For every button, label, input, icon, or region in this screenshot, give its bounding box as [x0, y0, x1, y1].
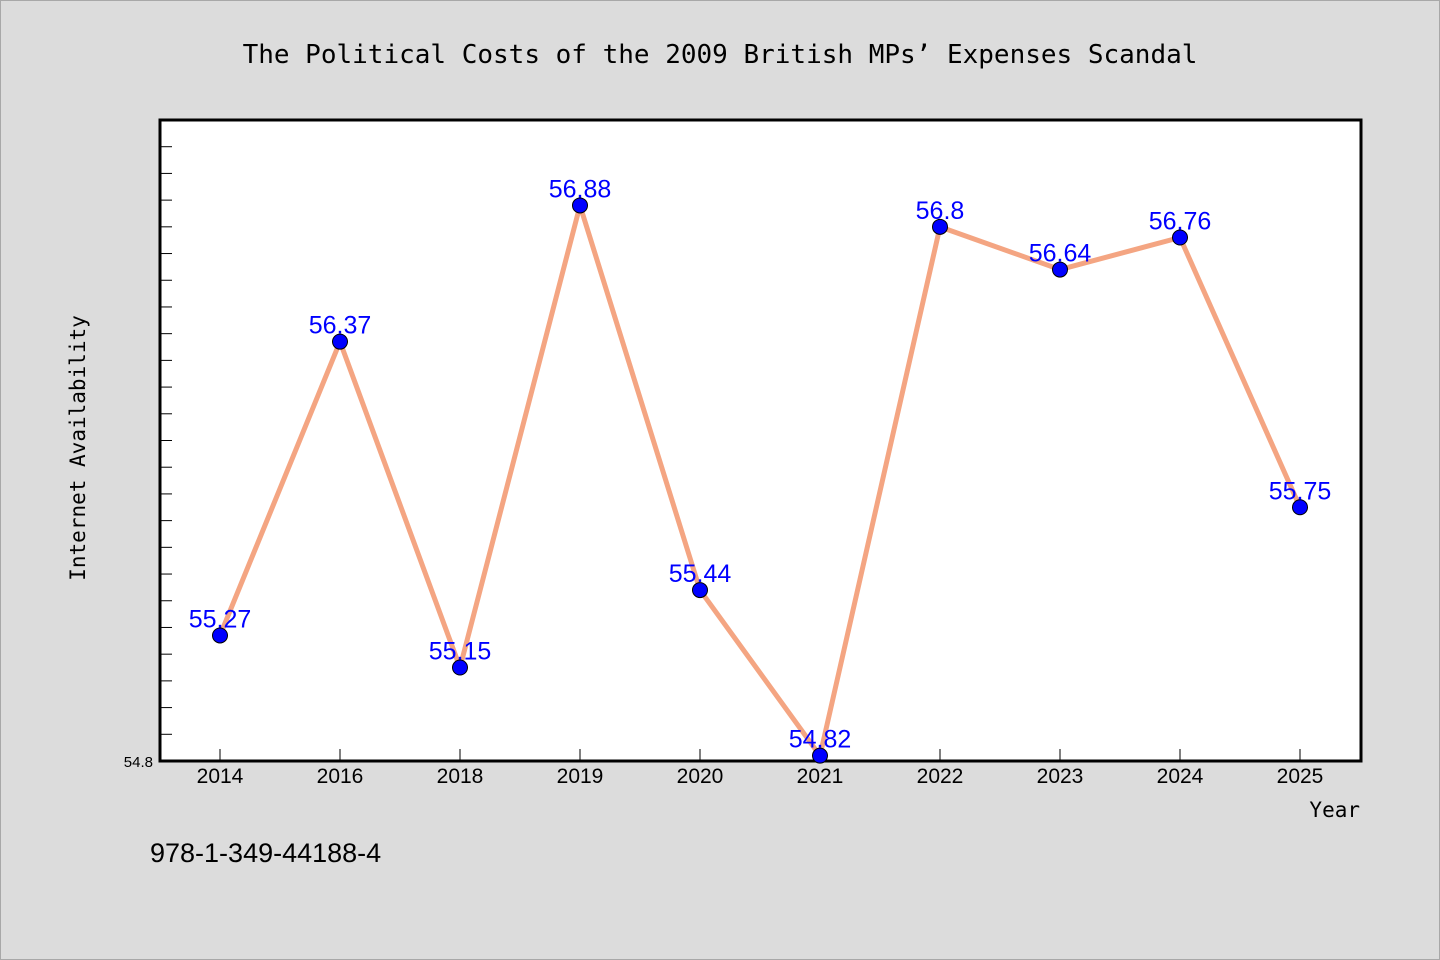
y-axis-ticks [160, 146, 172, 735]
data-label: 54.82 [789, 726, 852, 754]
data-point [812, 747, 828, 764]
data-label: 56.37 [309, 312, 372, 340]
data-point [1292, 499, 1308, 516]
plot-area [158, 118, 1363, 763]
data-point [932, 218, 948, 235]
y-axis-label: Internet Availability [66, 315, 90, 581]
data-label: 55.75 [1269, 477, 1332, 505]
data-label: 56.88 [549, 175, 612, 203]
x-tick-label: 2019 [557, 765, 604, 788]
data-markers [212, 197, 1308, 764]
x-tick-label: 2022 [917, 765, 964, 788]
x-tick-label: 2016 [317, 765, 364, 788]
data-point [452, 659, 468, 676]
data-label: 56.76 [1149, 208, 1212, 236]
data-point [572, 197, 588, 214]
data-label: 55.15 [429, 638, 492, 666]
x-tick-label: 2024 [1157, 765, 1204, 788]
x-tick-label: 2018 [437, 765, 484, 788]
data-label: 56.8 [916, 197, 965, 225]
x-axis-ticks: 2014 2016 2018 2019 2020 2021 2022 2023 2024 2025 [197, 749, 1324, 788]
isbn-caption: 978-1-349-44188-4 [150, 838, 381, 868]
data-point [692, 582, 708, 599]
x-axis-label: Year [1309, 798, 1360, 822]
data-point [1172, 229, 1188, 246]
data-label: 56.64 [1029, 240, 1092, 268]
data-point [212, 627, 228, 644]
data-labels: 55.27 56.37 55.15 56.88 55.44 54.82 56.8 56.64 5… [189, 175, 1332, 753]
chart-title: The Political Costs of the 2009 British … [243, 40, 1198, 70]
series-line [217, 202, 1303, 759]
data-point [332, 333, 348, 350]
data-label: 55.44 [669, 560, 732, 588]
data-label: 55.27 [189, 605, 252, 633]
y-tick-label: 54.8 [124, 754, 153, 771]
x-tick-label: 2025 [1277, 765, 1324, 788]
x-tick-label: 2014 [197, 765, 244, 788]
x-tick-label: 2021 [797, 765, 844, 788]
x-tick-label: 2020 [677, 765, 724, 788]
data-point [1052, 261, 1068, 278]
x-tick-label: 2023 [1037, 765, 1084, 788]
